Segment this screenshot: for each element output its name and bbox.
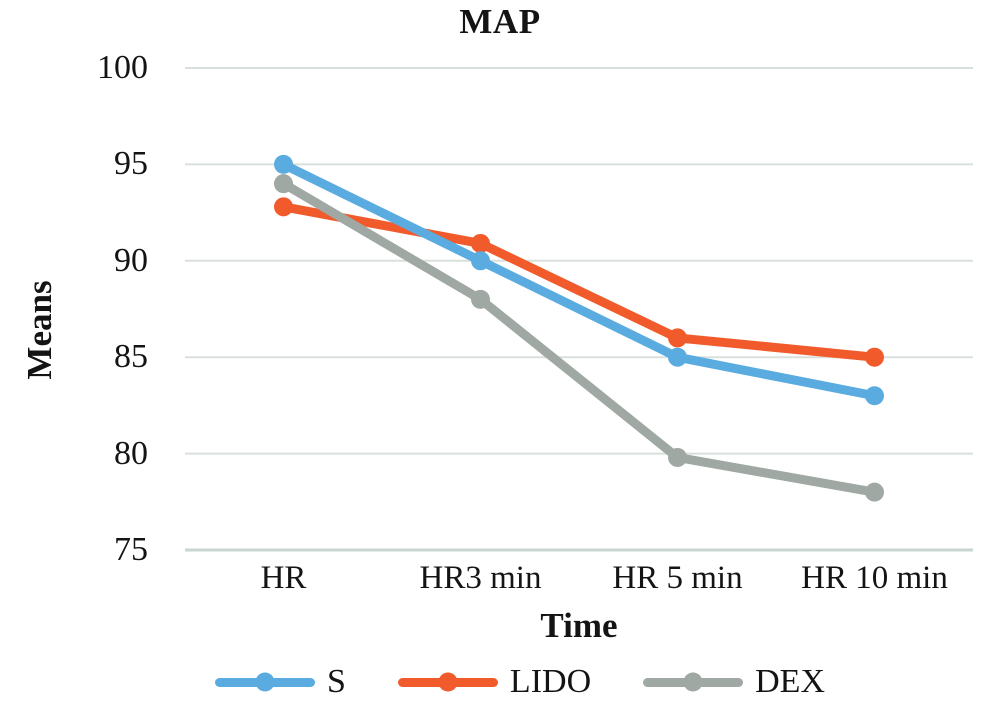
legend-line-marker-icon [215, 672, 315, 692]
legend-dot-icon [683, 672, 703, 692]
data-point-dex [471, 289, 490, 309]
data-point-lido [471, 233, 490, 253]
legend: S LIDO DEX [215, 662, 825, 703]
data-point-dex [274, 174, 293, 194]
legend-dot-icon [438, 672, 458, 692]
y-tick-label: 75 [114, 531, 148, 568]
data-point-s [471, 251, 490, 271]
data-point-lido [865, 347, 884, 367]
x-tick-label: HR3 min [419, 560, 542, 596]
legend-label: S [327, 663, 346, 700]
data-point-s [668, 347, 687, 367]
legend-item-lido: LIDO [397, 662, 592, 703]
data-point-lido [668, 328, 687, 348]
legend-label: DEX [755, 663, 826, 700]
x-axis-label: Time [540, 606, 618, 645]
x-tick-label: HR 5 min [612, 560, 743, 596]
data-point-dex [668, 447, 687, 467]
data-point-dex [865, 482, 884, 502]
series-line-dex [279, 179, 879, 497]
data-point-s [274, 154, 293, 174]
legend-label: LIDO [509, 663, 592, 700]
y-tick-label: 100 [97, 49, 148, 86]
data-point-lido [274, 197, 293, 217]
series-line-lido [279, 202, 879, 362]
y-tick-label: 80 [114, 434, 148, 472]
x-tick-label: HR [260, 560, 307, 596]
legend-item-s: S [215, 662, 346, 703]
x-tick-label: HR 10 min [801, 560, 948, 596]
y-tick-label: 90 [114, 241, 148, 279]
y-tick-label: 85 [114, 338, 148, 376]
data-point-s [865, 386, 884, 406]
legend-line-marker-icon [643, 672, 744, 692]
series-line-s [279, 159, 879, 401]
chart-title: MAP [459, 2, 541, 41]
y-tick-label: 95 [114, 145, 148, 183]
legend-line-marker-icon [397, 672, 498, 692]
legend-dot-icon [255, 672, 275, 692]
legend-item-dex: DEX [643, 662, 825, 703]
